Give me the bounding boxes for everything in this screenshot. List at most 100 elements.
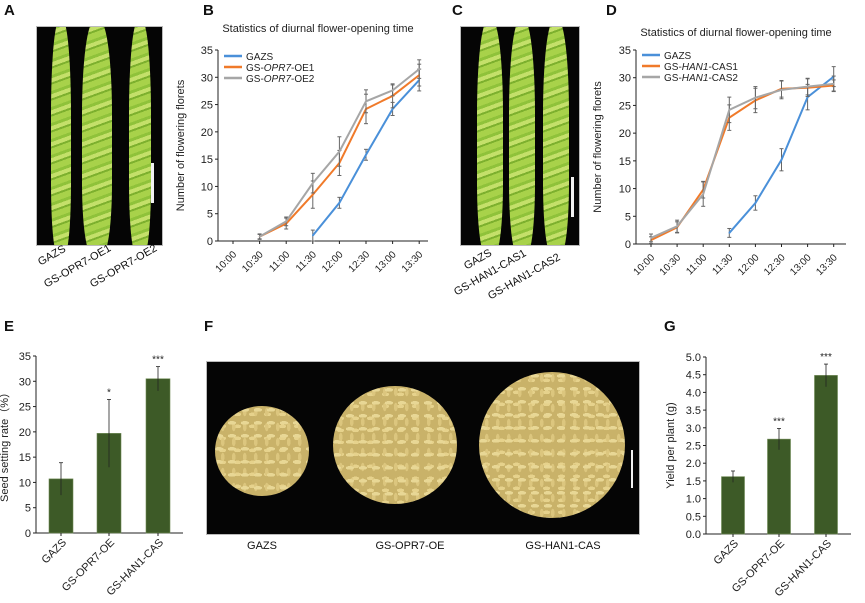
chart-e-y-tick-label: 35 <box>19 351 31 363</box>
chart-b-x-tick-label: 12:30 <box>347 249 373 275</box>
chart-b-data-point <box>338 150 341 153</box>
chart-g-significance-mark: *** <box>820 352 832 363</box>
chart-b-y-tick-label: 15 <box>201 154 213 166</box>
legend-gene: OPR7 <box>264 63 292 74</box>
panicle-gazs <box>477 27 503 245</box>
legend-prefix: GS- <box>246 63 264 74</box>
chart-d-data-point <box>754 96 757 99</box>
chart-e-y-tick-label: 5 <box>25 503 31 515</box>
chart-e-y-tick-label: 30 <box>19 376 31 388</box>
chart-b-legend-label-0: GAZS <box>246 52 274 63</box>
chart-d-data-point <box>806 85 809 88</box>
chart-g-y-tick-label: 4.0 <box>686 387 701 399</box>
panicle-photo-a <box>36 26 163 246</box>
chart-b-y-tick-label: 20 <box>201 127 213 139</box>
legend-suffix: -OE1 <box>291 63 315 74</box>
panel-letter-c: C <box>452 2 463 19</box>
panicle-oe2 <box>129 27 151 245</box>
chart-d-data-point <box>728 109 731 111</box>
chart-e-x-tick-label: GAZS <box>39 537 69 567</box>
chart-d-y-tick-label: 0 <box>625 239 631 251</box>
chart-d-y-axis-label: Number of flowering florets <box>592 81 604 213</box>
seed-pile-gazs <box>215 406 309 496</box>
chart-g-y-tick-label: 2.0 <box>686 458 701 470</box>
panel-letter-f: F <box>204 318 214 335</box>
chart-b-data-point <box>391 108 394 110</box>
panicle-photo-c <box>460 26 580 246</box>
chart-d-y-tick-label: 10 <box>619 184 631 196</box>
legend-suffix: -CAS1 <box>708 62 738 73</box>
chart-b-x-tick-label: 11:00 <box>267 249 292 274</box>
chart-g-y-tick-label: 1.5 <box>686 476 701 488</box>
scale-bar <box>151 163 154 203</box>
chart-b-x-tick-label: 13:00 <box>373 249 399 275</box>
panel-letter-d: D <box>606 2 617 19</box>
chart-b-data-point <box>312 234 314 237</box>
chart-g-y-tick-label: 3.5 <box>686 405 701 417</box>
chart-b-legend-label-2: GS-OPR7-OE2 <box>246 74 315 85</box>
chart-e-significance-mark: *** <box>152 355 164 366</box>
chart-g-x-tick-label: GAZS <box>711 538 741 568</box>
chart-b-y-tick-label: 25 <box>201 100 213 112</box>
chart-d-x-tick-label: 13:30 <box>814 252 840 278</box>
panicle-cas2 <box>543 27 569 245</box>
chart-d-x-tick-label: 10:00 <box>632 252 658 278</box>
chart-b-x-tick-label: 12:00 <box>320 249 346 275</box>
chart-d-data-point <box>676 225 678 228</box>
chart-d-y-tick-label: 5 <box>625 211 631 223</box>
chart-g-bar-0 <box>721 476 745 535</box>
chart-d-data-point <box>780 158 783 161</box>
chart-g-significance-mark: *** <box>773 417 785 428</box>
chart-d-x-tick-label: 11:30 <box>710 252 735 277</box>
seed-photo-f <box>206 361 640 535</box>
panel-letter-a: A <box>4 2 15 19</box>
chart-b-data-point <box>365 100 367 103</box>
seed-pile-oe <box>333 386 457 504</box>
chart-e-y-axis-label: Seed setting rate（%） <box>0 387 11 502</box>
label-f-cas: GS-HAN1-CAS <box>525 540 601 552</box>
panel-letter-e: E <box>4 318 15 335</box>
chart-b-x-tick-label: 10:30 <box>240 249 266 275</box>
chart-d-data-point <box>650 237 652 239</box>
legend-prefix: GS- <box>664 62 682 73</box>
chart-d-y-tick-label: 15 <box>619 156 631 168</box>
legend-suffix: -CAS2 <box>708 73 738 84</box>
chart-g-y-tick-label: 0.5 <box>686 511 701 523</box>
legend-gene: HAN1 <box>682 62 709 73</box>
seed-pile-cas <box>479 372 625 518</box>
chart-e-y-tick-label: 10 <box>19 477 31 489</box>
legend-suffix: -OE2 <box>291 74 315 85</box>
chart-e-y-tick-label: 0 <box>25 528 31 540</box>
chart-d-x-tick-label: 12:30 <box>762 252 788 278</box>
chart-d-legend-label-0: GAZS <box>664 51 692 62</box>
chart-b-y-tick-label: 0 <box>207 236 213 248</box>
chart-g-bar-2 <box>814 375 838 535</box>
panel-letter-b: B <box>203 2 214 19</box>
panicle-oe1 <box>82 27 112 245</box>
legend-prefix: GS- <box>664 73 682 84</box>
chart-d-x-tick-label: 13:00 <box>788 252 814 278</box>
chart-d-series-line-2 <box>650 82 834 239</box>
legend-gene: OPR7 <box>264 74 292 85</box>
panicle-cas1 <box>509 27 535 245</box>
label-f-gazs: GAZS <box>247 540 277 552</box>
chart-d-x-tick-label: 10:30 <box>658 252 684 278</box>
scale-bar <box>571 177 574 217</box>
chart-e-y-tick-label: 25 <box>19 402 31 414</box>
chart-d-y-tick-label: 20 <box>619 128 631 140</box>
chart-b-x-tick-label: 11:30 <box>294 249 319 274</box>
chart-b-data-point <box>418 68 421 70</box>
chart-e-bar-2 <box>145 378 171 534</box>
chart-d-x-tick-label: 12:00 <box>736 252 762 278</box>
chart-d-y-tick-label: 35 <box>619 45 631 57</box>
chart-d-y-tick-label: 25 <box>619 100 631 112</box>
chart-e-significance-mark: * <box>107 387 111 398</box>
chart-g-y-axis-label: Yield per plant (g) <box>665 402 677 488</box>
legend-prefix: GS- <box>246 74 264 85</box>
chart-d-data-point <box>780 89 783 91</box>
chart-d-title: Statistics of diurnal flower-opening tim… <box>640 27 831 39</box>
chart-e-y-tick-label: 20 <box>19 427 31 439</box>
chart-b-data-point <box>365 153 367 156</box>
chart-g-bar-1 <box>767 438 791 535</box>
